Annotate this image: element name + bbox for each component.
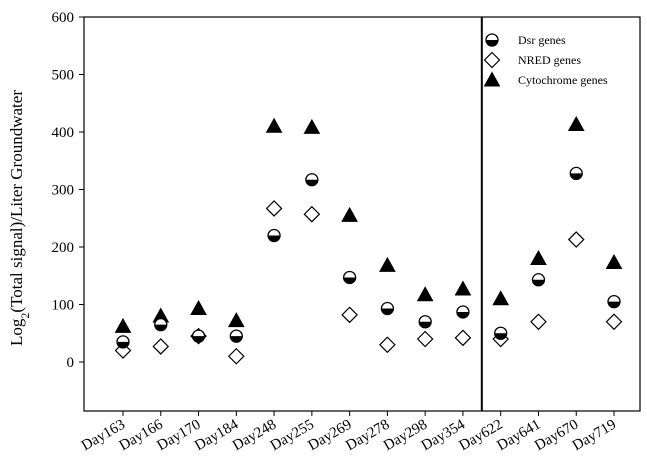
y-tick-label-400: 400	[52, 125, 75, 141]
y-axis-title-rest: (Total signal)/Liter Groundwater	[7, 90, 26, 313]
point-cytochrome-genes-Day354	[454, 280, 472, 296]
point-dsr-genes-Day278-fill	[381, 308, 394, 315]
point-cytochrome-genes-Day170	[190, 299, 207, 316]
point-cytochrome-genes-Day269	[341, 206, 358, 222]
point-dsr-genes-Day255-fill	[305, 179, 318, 186]
point-dsr-genes-Day170-fill	[192, 336, 205, 343]
point-nred-genes-Day641	[530, 313, 547, 331]
point-dsr-genes-Day670	[569, 166, 583, 181]
point-nred-genes-Day354	[454, 329, 472, 347]
point-dsr-genes-Day166	[154, 317, 168, 332]
y-tick-label-600: 600	[52, 10, 75, 26]
point-cytochrome-genes-Day163	[114, 317, 132, 333]
legend-marker-dsr-genes-fill	[486, 40, 498, 46]
point-dsr-genes-Day248-fill	[268, 235, 281, 242]
point-dsr-genes-Day248	[267, 228, 281, 243]
point-dsr-genes-Day163	[116, 335, 130, 349]
point-cytochrome-genes-Day670	[567, 115, 585, 132]
legend-label-nred-genes: NRED genes	[518, 53, 581, 67]
point-dsr-genes-Day269-fill	[343, 277, 356, 284]
point-dsr-genes-Day298-fill	[419, 321, 432, 328]
y-tick-label-0: 0	[67, 355, 75, 371]
legend-marker-cytochrome-genes	[483, 71, 501, 87]
point-cytochrome-genes-Day298	[416, 286, 434, 302]
point-dsr-genes-Day641-fill	[532, 279, 545, 286]
point-nred-genes-Day298	[416, 330, 434, 348]
point-cytochrome-genes-Day255	[303, 118, 321, 134]
point-cytochrome-genes-Day622	[492, 290, 510, 306]
y-tick-label-300: 300	[52, 183, 75, 199]
point-nred-genes-Day166	[152, 338, 170, 355]
plot-frame	[83, 16, 641, 412]
y-tick-label-500: 500	[52, 68, 75, 84]
point-dsr-genes-Day255	[305, 173, 319, 187]
y-axis-title-main: Log	[7, 318, 26, 346]
y-axis-title: Log2(Total signal)/Liter Groundwater	[7, 90, 32, 346]
y-tick-label-100: 100	[52, 298, 75, 314]
point-dsr-genes-Day354-fill	[456, 311, 469, 318]
legend-marker-nred-genes	[483, 51, 501, 69]
x-tick-label-Day719: Day719	[570, 417, 619, 455]
point-cytochrome-genes-Day278	[379, 256, 396, 272]
point-cytochrome-genes-Day248	[265, 117, 283, 133]
point-dsr-genes-Day170	[191, 329, 206, 343]
point-dsr-genes-Day622	[494, 326, 508, 340]
point-dsr-genes-Day278	[380, 301, 395, 316]
point-dsr-genes-Day641	[531, 273, 546, 287]
point-nred-genes-Day248	[265, 200, 283, 217]
point-dsr-genes-Day670-fill	[570, 173, 583, 180]
point-cytochrome-genes-Day641	[530, 249, 547, 265]
point-dsr-genes-Day163-fill	[117, 341, 129, 348]
point-dsr-genes-Day269	[342, 270, 357, 285]
point-nred-genes-Day719	[605, 313, 623, 331]
y-tick-label-200: 200	[52, 240, 75, 256]
point-dsr-genes-Day166-fill	[154, 324, 167, 331]
legend-label-cytochrome-genes: Cytochrome genes	[518, 73, 608, 87]
point-cytochrome-genes-Day719	[605, 253, 623, 270]
legend-label-dsr-genes: Dsr genes	[518, 33, 566, 47]
legend-marker-dsr-genes	[485, 33, 499, 47]
point-nred-genes-Day269	[341, 306, 358, 324]
point-nred-genes-Day184	[227, 347, 245, 365]
point-dsr-genes-Day719	[607, 294, 621, 309]
point-dsr-genes-Day184-fill	[230, 336, 243, 343]
point-cytochrome-genes-Day184	[227, 312, 245, 328]
point-dsr-genes-Day184	[229, 329, 243, 343]
point-nred-genes-Day255	[303, 205, 321, 223]
point-dsr-genes-Day298	[418, 315, 432, 329]
point-dsr-genes-Day719-fill	[608, 301, 621, 308]
y-axis-title-subscript: 2	[18, 313, 32, 319]
point-dsr-genes-Day354	[456, 305, 470, 319]
point-nred-genes-Day278	[379, 336, 396, 354]
point-nred-genes-Day670	[567, 231, 585, 248]
point-dsr-genes-Day622-fill	[494, 333, 507, 340]
